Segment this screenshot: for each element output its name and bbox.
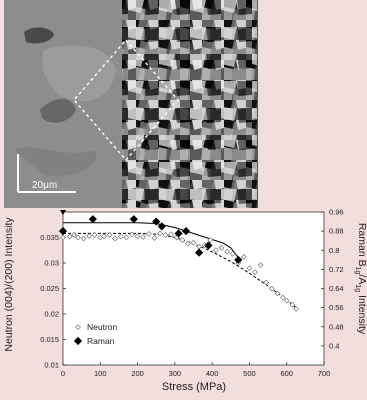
neutron-point	[123, 234, 130, 241]
raman-point	[204, 241, 213, 250]
y-tick-label: 0.01	[44, 361, 59, 370]
neutron-point	[106, 232, 113, 238]
micrograph-panel: 20μm	[4, 0, 258, 208]
neutron-point	[60, 234, 66, 241]
x-axis-label: Stress (MPa)	[162, 381, 226, 393]
x-tick-label: 300	[169, 369, 182, 378]
neutron-point	[293, 306, 299, 312]
y2-tick-label: 0.56	[329, 303, 344, 312]
y2-label-sub2: 1g	[354, 284, 361, 292]
neutron-point	[263, 279, 270, 286]
y2-tick-label: 0.96	[329, 208, 344, 217]
neutron-point	[162, 232, 169, 238]
neutron-point	[218, 244, 225, 251]
neutron-point	[257, 262, 264, 268]
neutron-point	[140, 234, 147, 240]
chart-panel: 0 100 200 300 400 500 600 700 0.01 0.015 0.02 0.025…	[0, 202, 367, 395]
neutron-point	[66, 233, 73, 240]
y2-tick-label: 0.64	[329, 284, 344, 293]
raman-point	[234, 255, 243, 264]
neutron-point	[168, 231, 175, 238]
y-tick-label: 0.025	[40, 284, 59, 293]
x-tick-label: 600	[280, 369, 293, 378]
x-tick-label: 0	[61, 369, 65, 378]
scale-bar-label: 20μm	[32, 180, 57, 191]
neutron-point	[246, 265, 253, 271]
neutron-point	[240, 253, 247, 260]
y-tick-label: 0.03	[44, 259, 59, 268]
x-tick-label: 100	[94, 369, 107, 378]
neutron-point	[289, 301, 296, 308]
y2-tick-label: 0.88	[329, 227, 344, 236]
raman-point	[88, 215, 97, 224]
y-tick-label: 0.035	[40, 233, 59, 242]
x-tick-label: 200	[131, 369, 144, 378]
y-tick-label: 0.015	[40, 335, 59, 344]
raman-point	[129, 215, 138, 224]
neutron-point	[129, 231, 135, 238]
neutron-point	[280, 294, 286, 301]
clipped-point-marker	[60, 210, 66, 215]
y2-tick-label: 0.4	[329, 341, 339, 350]
neutron-point	[112, 235, 119, 242]
y-tick-label: 0.02	[44, 310, 59, 319]
neutron-point	[274, 290, 281, 297]
legend-raman-marker	[73, 336, 83, 346]
y2-tick-label: 0.72	[329, 265, 344, 274]
y2-label-main: Raman B	[356, 223, 367, 267]
raman-fit-line	[63, 222, 239, 258]
neutron-point	[117, 233, 124, 240]
raman-point	[181, 227, 191, 236]
neutron-point	[101, 233, 107, 240]
raman-point	[174, 229, 183, 238]
neutron-point	[134, 233, 141, 240]
neutron-point	[157, 230, 163, 237]
micrograph-image: 20μm	[4, 0, 257, 208]
neutron-point	[212, 247, 219, 254]
raman-point	[58, 227, 68, 236]
legend-neutron-label: Neutron	[87, 322, 118, 332]
chart: 0 100 200 300 400 500 600 700 0.01 0.015 0.02 0.025…	[3, 208, 367, 394]
neutron-point	[283, 297, 290, 304]
x-tick-label: 400	[206, 369, 219, 378]
x-tick-label: 500	[243, 369, 256, 378]
y2-tick-label: 0.48	[329, 322, 344, 331]
neutron-point	[224, 248, 230, 255]
legend-neutron-marker	[75, 324, 81, 330]
neutron-point	[185, 240, 191, 247]
y2-axis-label: Raman B1g/A1g Intensity	[354, 223, 367, 335]
neutron-point	[145, 231, 152, 237]
plot-area	[62, 211, 325, 366]
neutron-point	[86, 233, 92, 239]
region-marker	[73, 38, 179, 162]
neutron-point	[151, 235, 158, 241]
raman-point	[157, 222, 166, 231]
neutron-point	[252, 269, 258, 276]
neutron-point	[190, 239, 197, 246]
neutron-point	[91, 232, 98, 238]
y2-label-tail: Intensity	[356, 292, 367, 335]
y2-label-sub1: 1g	[354, 267, 361, 275]
neutron-point	[71, 232, 78, 238]
neutron-point	[75, 234, 81, 241]
y-axis-label: Neutron (004)/(200) Intensity	[3, 217, 15, 352]
raman-point	[152, 217, 161, 226]
neutron-point	[80, 235, 87, 242]
legend-raman-label: Raman	[87, 336, 115, 346]
y2-tick-label: 0.8	[329, 246, 339, 255]
neutron-point	[207, 237, 214, 243]
neutron-point	[179, 237, 186, 243]
neutron-point	[268, 285, 275, 292]
legend: Neutron Raman	[73, 322, 118, 346]
raman-point	[194, 248, 204, 257]
x-tick-label: 700	[318, 369, 331, 378]
neutron-point	[229, 250, 236, 257]
y2-label-mid: /A	[356, 274, 367, 284]
